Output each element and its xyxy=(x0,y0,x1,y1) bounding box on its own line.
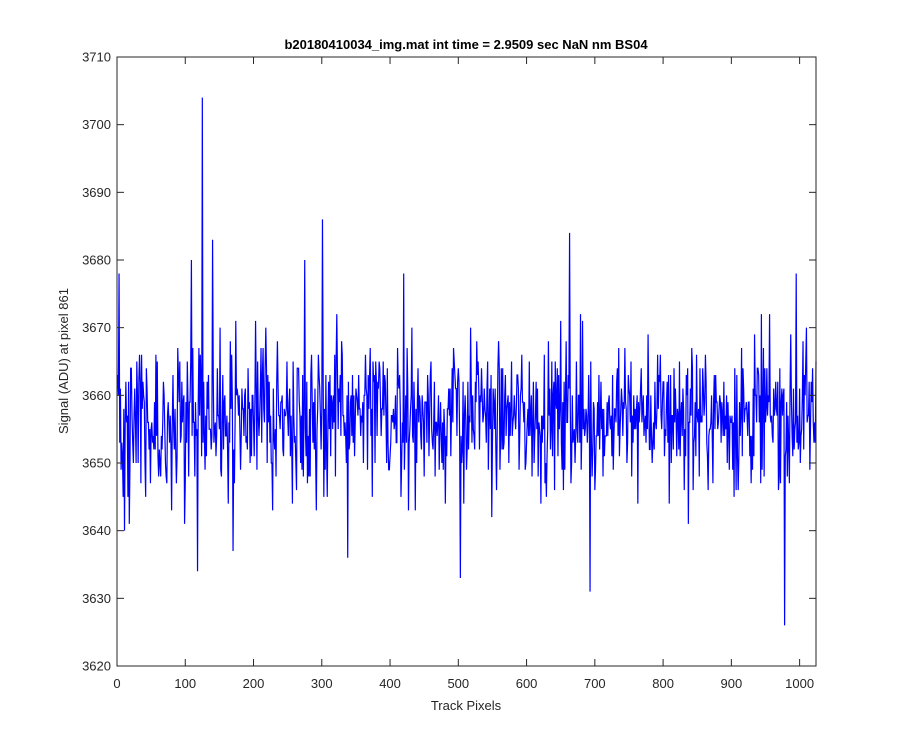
x-tick-label: 100 xyxy=(174,676,196,691)
x-axis-label: Track Pixels xyxy=(431,698,502,713)
y-axis-ticks: 3620 3630 3640 3650 3660 3670 3680 3690 3700 3710 xyxy=(82,50,816,674)
x-tick-label: 300 xyxy=(311,676,333,691)
y-tick-label: 3660 xyxy=(82,388,111,403)
y-tick-label: 3710 xyxy=(82,50,111,65)
x-axis-ticks: 0 100 200 300 400 500 600 700 800 900 1000 xyxy=(113,57,814,691)
plot-box xyxy=(116,56,817,667)
plot-area xyxy=(117,57,816,666)
y-tick-label: 3690 xyxy=(82,185,111,200)
x-tick-label: 500 xyxy=(447,676,469,691)
series-line xyxy=(117,97,817,626)
y-tick-label: 3700 xyxy=(82,117,111,132)
x-tick-label: 800 xyxy=(652,676,674,691)
y-tick-label: 3680 xyxy=(82,253,111,268)
x-tick-label: 700 xyxy=(584,676,606,691)
x-tick-label: 1000 xyxy=(785,676,814,691)
y-tick-label: 3620 xyxy=(82,659,111,674)
x-tick-label: 0 xyxy=(113,676,120,691)
x-tick-label: 900 xyxy=(721,676,743,691)
y-tick-label: 3670 xyxy=(82,320,111,335)
y-tick-label: 3640 xyxy=(82,523,111,538)
y-axis-label: Signal (ADU) at pixel 861 xyxy=(56,288,71,434)
x-tick-label: 400 xyxy=(379,676,401,691)
y-tick-label: 3630 xyxy=(82,591,111,606)
x-tick-label: 600 xyxy=(516,676,538,691)
chart-title: b20180410034_img.mat int time = 2.9509 s… xyxy=(284,37,648,52)
y-tick-label: 3650 xyxy=(82,456,111,471)
x-tick-label: 200 xyxy=(243,676,265,691)
